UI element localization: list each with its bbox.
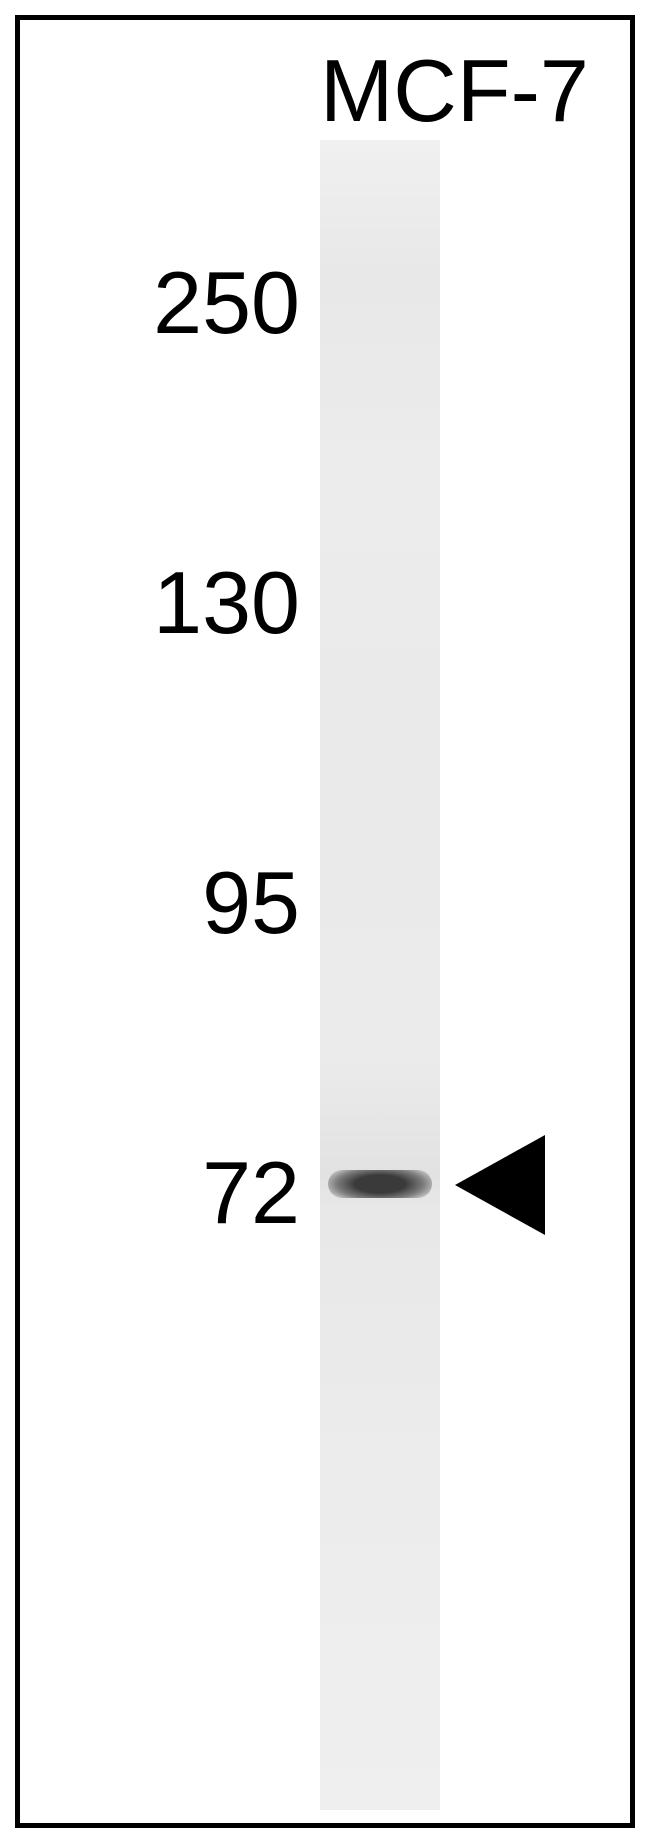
lane-header-text: MCF-7: [320, 41, 589, 140]
marker-value: 72: [202, 1143, 300, 1242]
marker-value: 95: [202, 853, 300, 952]
marker-value: 130: [153, 553, 300, 652]
blot-container: MCF-7 250 130 95 72: [0, 0, 650, 1843]
marker-label: 250: [40, 252, 300, 354]
lane-header: MCF-7: [320, 40, 620, 142]
gel-lane: [320, 140, 440, 1810]
protein-band: [328, 1170, 432, 1198]
band-pointer-arrow: [455, 1135, 545, 1235]
marker-label: 130: [40, 552, 300, 654]
marker-label: 95: [40, 852, 300, 954]
marker-label: 72: [40, 1142, 300, 1244]
marker-value: 250: [153, 253, 300, 352]
